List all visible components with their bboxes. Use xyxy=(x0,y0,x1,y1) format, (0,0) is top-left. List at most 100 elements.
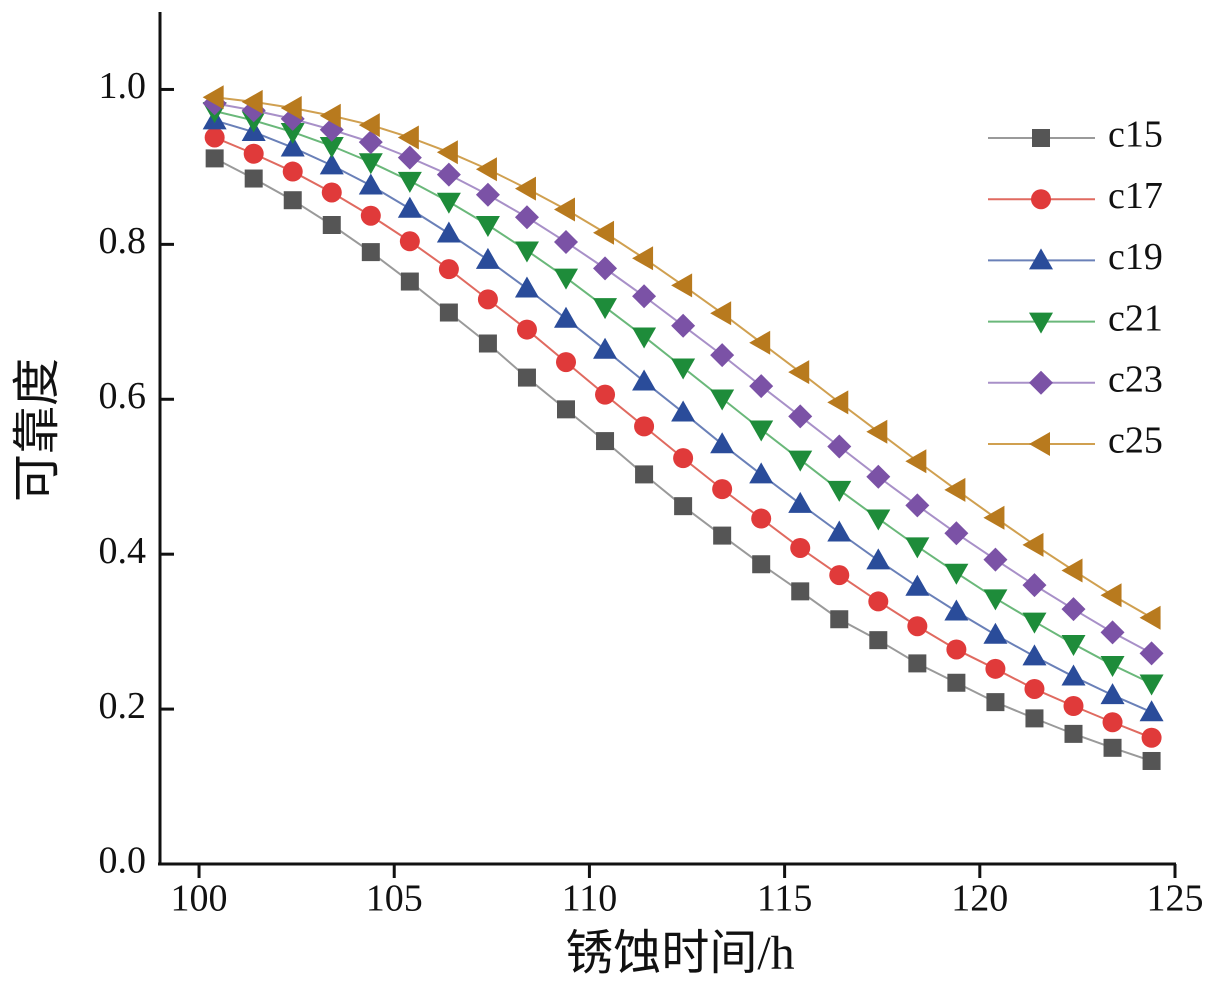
data-point xyxy=(514,276,539,298)
data-point xyxy=(712,479,733,500)
legend-marker xyxy=(1029,432,1050,456)
data-point xyxy=(477,289,498,310)
data-point xyxy=(944,521,969,546)
data-point xyxy=(205,149,224,168)
data-point xyxy=(634,416,655,437)
data-point xyxy=(788,491,813,513)
data-point xyxy=(514,176,536,201)
data-point xyxy=(283,191,302,210)
data-point xyxy=(749,420,774,442)
data-point xyxy=(243,143,264,164)
data-point xyxy=(280,96,302,121)
data-point xyxy=(475,157,497,182)
data-point xyxy=(554,268,578,290)
data-point xyxy=(1102,712,1123,733)
data-point xyxy=(1063,695,1084,716)
data-point xyxy=(554,230,578,255)
data-point xyxy=(944,477,966,502)
data-point xyxy=(905,537,930,559)
data-point xyxy=(1139,641,1164,666)
data-point xyxy=(788,450,813,472)
data-point xyxy=(397,145,422,170)
data-point xyxy=(673,448,694,469)
x-tick-label: 110 xyxy=(562,878,618,920)
data-point xyxy=(866,464,891,489)
x-axis-label: 锈蚀时间/h xyxy=(565,927,794,980)
data-point xyxy=(1022,644,1047,666)
data-point xyxy=(710,343,735,368)
data-point xyxy=(400,272,419,291)
data-point xyxy=(595,384,616,405)
data-point xyxy=(1061,597,1086,622)
data-point xyxy=(1061,558,1083,583)
data-point xyxy=(868,591,889,612)
data-point xyxy=(671,313,696,338)
data-point xyxy=(710,301,732,326)
data-point xyxy=(593,337,618,359)
data-point xyxy=(514,205,539,230)
series-line xyxy=(214,110,1153,685)
legend-label: c25 xyxy=(1108,420,1163,462)
data-point xyxy=(632,284,657,309)
data-point xyxy=(593,220,615,245)
y-tick-label: 0.0 xyxy=(99,840,147,882)
data-point xyxy=(830,610,849,629)
data-point xyxy=(516,319,537,340)
data-point xyxy=(593,256,618,281)
data-point xyxy=(475,216,500,237)
legend-marker xyxy=(1029,370,1053,395)
data-point xyxy=(671,400,696,422)
data-point xyxy=(671,358,696,380)
data-point xyxy=(554,306,578,328)
legend-label: c19 xyxy=(1108,236,1163,278)
data-point xyxy=(360,205,381,226)
data-point xyxy=(1061,635,1086,657)
data-point xyxy=(397,171,422,193)
data-point xyxy=(1142,751,1161,770)
data-point xyxy=(202,85,224,110)
x-tick-label: 100 xyxy=(171,878,228,920)
data-point xyxy=(788,360,810,385)
data-point xyxy=(436,162,461,187)
data-point xyxy=(1100,583,1122,608)
legend-label: c15 xyxy=(1108,114,1163,156)
data-point xyxy=(1139,605,1161,630)
legend-label: c23 xyxy=(1108,359,1163,401)
data-point xyxy=(1022,612,1047,634)
y-tick-label: 1.0 xyxy=(99,65,147,107)
data-point xyxy=(790,537,811,558)
data-point xyxy=(866,419,888,444)
data-point xyxy=(358,173,383,195)
x-tick-label: 125 xyxy=(1147,878,1204,920)
data-point xyxy=(632,369,657,391)
data-point xyxy=(908,654,927,673)
legend-marker xyxy=(1029,312,1053,334)
data-point xyxy=(986,693,1005,712)
data-point xyxy=(438,259,459,280)
data-point xyxy=(752,555,771,574)
data-point xyxy=(983,505,1005,530)
data-point xyxy=(596,432,615,451)
data-point xyxy=(749,462,774,484)
data-point xyxy=(1100,655,1125,677)
legend-label: c21 xyxy=(1108,297,1163,339)
data-point xyxy=(475,247,500,269)
data-point xyxy=(593,298,618,320)
data-point xyxy=(632,327,657,349)
data-point xyxy=(397,125,419,150)
data-point xyxy=(557,400,575,419)
y-tick-label: 0.4 xyxy=(99,530,147,572)
data-point xyxy=(1141,727,1162,748)
data-point xyxy=(907,616,928,637)
data-point xyxy=(944,563,969,585)
data-point xyxy=(1139,674,1164,696)
data-point xyxy=(674,497,693,516)
data-point xyxy=(319,103,341,128)
legend-marker xyxy=(1029,248,1053,270)
data-point xyxy=(517,368,536,387)
x-tick-label: 120 xyxy=(951,878,1008,920)
data-point xyxy=(710,389,735,411)
y-tick-label: 0.2 xyxy=(99,685,147,727)
